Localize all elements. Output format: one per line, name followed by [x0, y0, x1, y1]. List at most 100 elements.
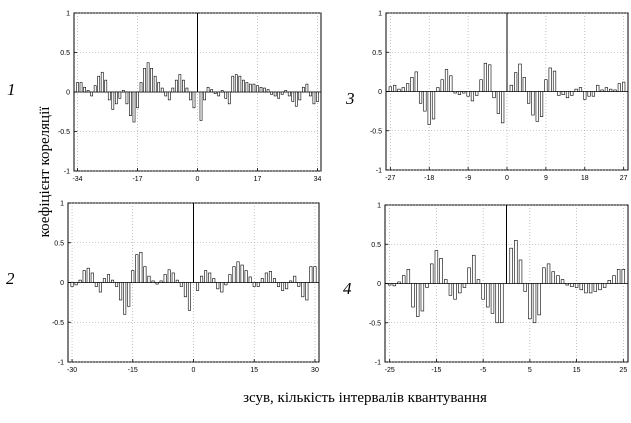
bar: [401, 275, 406, 284]
bar: [284, 90, 288, 93]
bar: [106, 274, 110, 283]
bar: [196, 282, 200, 291]
bar: [531, 91, 535, 116]
bar: [125, 91, 129, 105]
bar: [556, 275, 560, 284]
bar: [114, 91, 118, 105]
bar: [457, 91, 462, 95]
y-tick-label: 0: [378, 89, 382, 96]
bar: [90, 91, 94, 97]
y-tick-label: 1: [378, 11, 382, 18]
bar: [160, 87, 164, 93]
x-tick-label: -30: [67, 367, 77, 374]
bar: [227, 91, 231, 105]
bar: [208, 272, 212, 283]
bar: [280, 91, 284, 95]
bar: [425, 283, 429, 288]
y-tick-label: -1: [64, 169, 70, 176]
bar: [495, 283, 499, 324]
bar: [444, 69, 449, 92]
bar: [607, 280, 612, 284]
x-tick-label: -17: [132, 176, 142, 183]
bar: [458, 283, 462, 294]
x-tick-label: 0: [505, 175, 509, 182]
bar: [150, 68, 153, 93]
bar: [291, 91, 295, 102]
bar: [598, 283, 602, 291]
bar: [397, 281, 401, 284]
bar: [232, 266, 236, 283]
bar: [501, 91, 505, 124]
bar: [234, 74, 238, 93]
bar: [298, 91, 302, 101]
bar: [313, 266, 317, 283]
panel-label: 4: [343, 279, 352, 298]
bar: [565, 91, 570, 99]
bar: [70, 282, 74, 287]
panel-1: 1 1 0.5 0 -0.5 -1-34 -17 0 17 34: [7, 11, 322, 183]
bar: [131, 270, 135, 283]
bar: [518, 63, 522, 92]
bar: [570, 283, 574, 287]
bar: [420, 283, 425, 312]
bar: [174, 79, 178, 93]
bar: [436, 87, 440, 92]
bar: [427, 91, 431, 125]
bar: [305, 83, 309, 93]
bar: [93, 85, 97, 93]
bar: [496, 91, 500, 114]
bar: [305, 282, 309, 301]
bar: [527, 91, 531, 104]
bar: [78, 279, 82, 283]
panel-label: 2: [6, 269, 15, 288]
y-tick-label: 0: [60, 280, 64, 287]
panel-4: 4 1 0.5 0 -0.5 -1 -25 -15 -5 5 15 25: [343, 203, 629, 374]
bar: [462, 91, 466, 94]
bar: [220, 90, 224, 93]
x-tick-label: 27: [620, 175, 628, 182]
x-tick-label: 9: [544, 175, 548, 182]
bar: [600, 89, 604, 92]
bar: [448, 283, 453, 296]
bar: [228, 274, 232, 283]
panel-label: 1: [7, 80, 16, 99]
bar: [479, 79, 483, 92]
y-tick-label: 1: [66, 11, 70, 18]
bar: [206, 86, 210, 93]
x-tick-label: -27: [385, 175, 395, 182]
bar: [127, 282, 131, 307]
bar: [476, 279, 481, 284]
bar: [387, 283, 392, 286]
bar: [294, 91, 298, 107]
bar: [139, 251, 143, 283]
bar: [514, 72, 518, 92]
x-tick-label: 0: [192, 367, 196, 374]
bar: [293, 275, 297, 283]
bar: [249, 83, 252, 93]
bar: [587, 91, 591, 97]
bar: [467, 267, 471, 284]
bar: [220, 282, 224, 293]
bar: [612, 275, 616, 284]
bar: [94, 282, 98, 287]
bar: [74, 282, 78, 286]
bar: [596, 84, 600, 92]
bar: [406, 83, 410, 92]
bar: [518, 259, 523, 284]
bar: [187, 282, 191, 311]
bar: [263, 87, 266, 93]
y-axis-title: коефіцієнт кореляції: [37, 106, 53, 238]
bar: [411, 283, 415, 308]
bar: [287, 91, 291, 97]
bar: [578, 87, 583, 92]
bar: [401, 87, 405, 92]
bar: [316, 91, 319, 102]
bar: [509, 84, 513, 92]
bar: [475, 91, 479, 96]
bar: [430, 263, 434, 284]
bar: [449, 75, 453, 92]
bar: [199, 91, 203, 121]
bar: [252, 83, 256, 93]
bar: [410, 77, 414, 92]
bar: [102, 278, 106, 283]
